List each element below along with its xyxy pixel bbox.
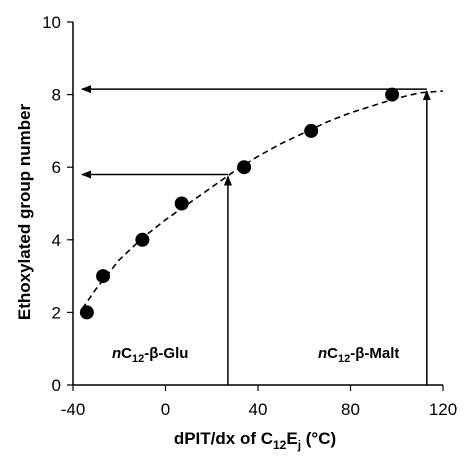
data-point	[135, 232, 150, 247]
fit-curve	[81, 90, 444, 310]
x-axis-title: dPIT/dx of C12Ej (°C)	[174, 429, 336, 452]
data-point	[96, 269, 111, 284]
x-axis-title-sub2: j	[297, 438, 301, 452]
y-axis-title: Ethoxylated group number	[15, 103, 34, 320]
x-tick-label: 120	[429, 400, 457, 419]
annotations-layer: nC12-β-Glu nC12-β-Malt	[112, 345, 399, 365]
annotation-label: nC12-β-Glu	[112, 345, 188, 365]
y-tick-label: 4	[52, 231, 61, 250]
data-point	[79, 305, 94, 320]
y-tick-label: 2	[52, 303, 61, 322]
x-tick-label: 40	[249, 400, 268, 419]
y-tick-label: 8	[52, 86, 61, 105]
data-point	[174, 196, 189, 211]
x-tick-label: -40	[61, 400, 86, 419]
x-axis-title-prefix: dPIT/dx of C	[174, 429, 273, 448]
x-axis-title-suffix: (°C)	[301, 429, 336, 448]
fit-curve-layer	[81, 90, 444, 310]
x-tick-label: 80	[341, 400, 360, 419]
data-point	[385, 87, 400, 102]
data-point	[237, 160, 252, 175]
axes	[67, 21, 444, 391]
x-axis-title-mid: E	[286, 429, 297, 448]
x-axis-title-sub1: 12	[273, 438, 287, 452]
arrows-layer	[81, 85, 431, 385]
y-tick-label: 6	[52, 158, 61, 177]
data-points-layer	[79, 87, 400, 320]
y-tick-label: 0	[52, 376, 61, 395]
y-tick-label: 10	[42, 13, 61, 32]
data-point	[304, 123, 319, 138]
annotation-label: nC12-β-Malt	[318, 345, 399, 365]
x-tick-label: 0	[161, 400, 170, 419]
